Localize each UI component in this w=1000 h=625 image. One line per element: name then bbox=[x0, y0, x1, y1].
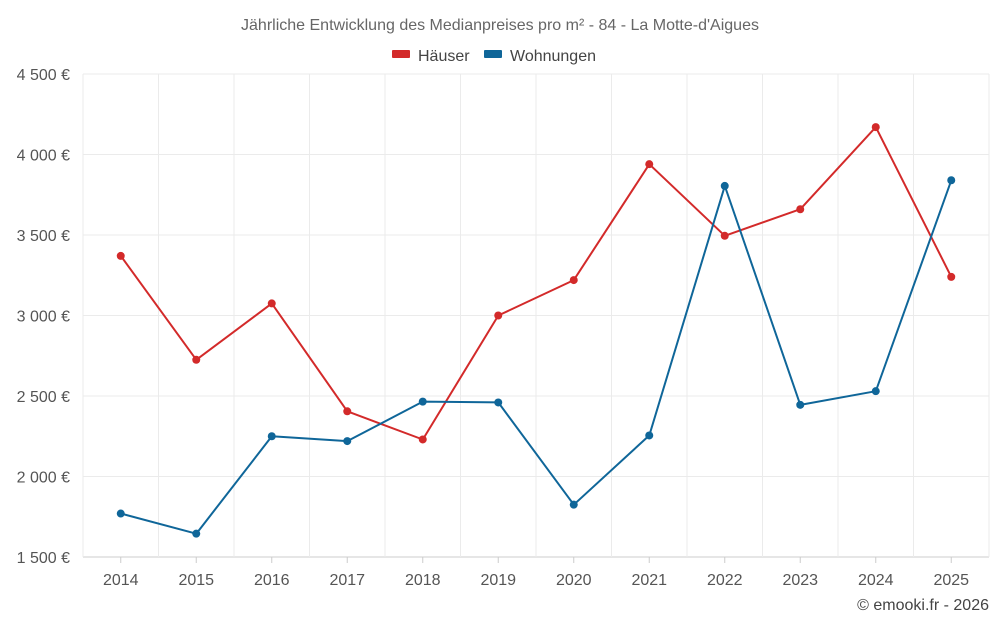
legend-swatch-wohnungen bbox=[484, 50, 502, 58]
x-tick-label: 2016 bbox=[254, 572, 290, 589]
y-tick-label: 3 500 € bbox=[17, 228, 70, 245]
x-tick-label: 2022 bbox=[707, 572, 743, 589]
x-tick-label: 2017 bbox=[329, 572, 365, 589]
x-tick-label: 2023 bbox=[782, 572, 818, 589]
data-point-wohnungen[interactable] bbox=[343, 437, 352, 446]
data-point-wohnungen[interactable] bbox=[116, 509, 125, 518]
data-point-wohnungen[interactable] bbox=[267, 432, 276, 441]
x-tick-label: 2018 bbox=[405, 572, 441, 589]
data-point-haeuser[interactable] bbox=[418, 435, 427, 444]
x-axis: 2014 2015 2016 2017 2018 2019 2020 2021 2022 2023… bbox=[103, 557, 969, 589]
data-point-wohnungen[interactable] bbox=[569, 500, 578, 509]
y-tick-label: 2 500 € bbox=[17, 389, 70, 406]
data-point-haeuser[interactable] bbox=[116, 251, 125, 260]
x-tick-label: 2014 bbox=[103, 572, 139, 589]
data-point-wohnungen[interactable] bbox=[947, 176, 956, 185]
credit-text: © emooki.fr - 2026 bbox=[857, 597, 989, 614]
series-line-wohnungen bbox=[120, 179, 953, 535]
y-tick-label: 1 500 € bbox=[17, 550, 70, 567]
y-tick-label: 2 000 € bbox=[17, 470, 70, 487]
grid bbox=[82, 73, 990, 558]
data-point-wohnungen[interactable] bbox=[871, 387, 880, 396]
series-layer bbox=[116, 123, 956, 538]
data-point-haeuser[interactable] bbox=[192, 355, 201, 364]
data-point-haeuser[interactable] bbox=[569, 276, 578, 285]
data-point-wohnungen[interactable] bbox=[645, 431, 654, 440]
legend-swatch-haeuser bbox=[392, 50, 410, 58]
x-tick-label: 2019 bbox=[480, 572, 516, 589]
data-point-haeuser[interactable] bbox=[720, 231, 729, 240]
y-tick-label: 3 000 € bbox=[17, 309, 70, 326]
legend-label-wohnungen: Wohnungen bbox=[510, 48, 596, 65]
y-tick-label: 4 500 € bbox=[17, 67, 70, 84]
chart-title: Jährliche Entwicklung des Medianpreises … bbox=[241, 17, 759, 34]
x-tick-label: 2025 bbox=[933, 572, 969, 589]
data-point-haeuser[interactable] bbox=[645, 160, 654, 169]
x-tick-label: 2024 bbox=[858, 572, 894, 589]
data-point-haeuser[interactable] bbox=[343, 407, 352, 416]
data-point-wohnungen[interactable] bbox=[192, 529, 201, 538]
y-tick-label: 4 000 € bbox=[17, 148, 70, 165]
x-tick-label: 2015 bbox=[178, 572, 214, 589]
x-tick-label: 2020 bbox=[556, 572, 592, 589]
y-axis: 1 500 € 2 000 € 2 500 € 3 000 € 3 500 € 4 000… bbox=[17, 67, 70, 567]
data-point-wohnungen[interactable] bbox=[494, 398, 503, 407]
data-point-haeuser[interactable] bbox=[796, 205, 805, 214]
legend-item-wohnungen[interactable]: Wohnungen bbox=[484, 48, 596, 65]
legend-label-haeuser: Häuser bbox=[418, 48, 470, 65]
x-tick-label: 2021 bbox=[631, 572, 667, 589]
data-point-haeuser[interactable] bbox=[267, 299, 276, 308]
data-point-wohnungen[interactable] bbox=[720, 181, 729, 190]
data-point-haeuser[interactable] bbox=[871, 123, 880, 132]
legend-item-haeuser[interactable]: Häuser bbox=[392, 48, 470, 65]
data-point-haeuser[interactable] bbox=[494, 311, 503, 320]
legend: Häuser Wohnungen bbox=[392, 48, 596, 65]
series-line-haeuser bbox=[119, 126, 953, 441]
data-point-wohnungen[interactable] bbox=[418, 397, 427, 406]
data-point-haeuser[interactable] bbox=[947, 272, 956, 281]
data-point-wohnungen[interactable] bbox=[796, 400, 805, 409]
